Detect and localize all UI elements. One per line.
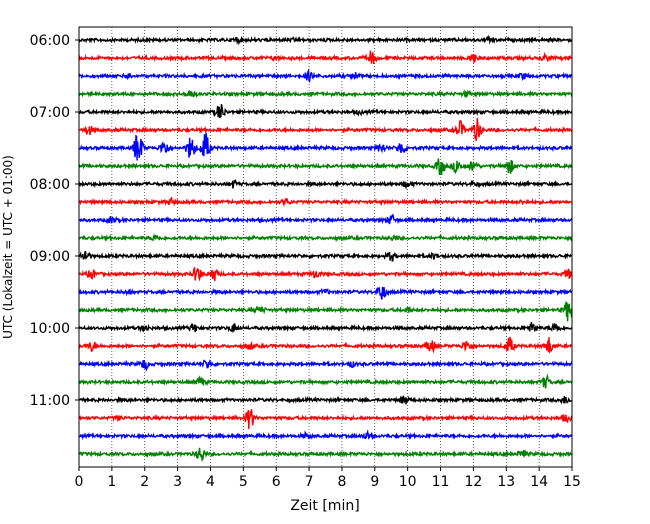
y-tick-label: 09:00 [30, 249, 70, 265]
x-tick-label: 15 [563, 474, 581, 490]
x-tick-label: 5 [239, 474, 248, 490]
trace-line [78, 132, 573, 161]
x-tick-label: 3 [173, 474, 182, 490]
x-tick-label: 7 [305, 474, 314, 490]
trace-line [78, 158, 573, 176]
y-tick-label: 10:00 [30, 321, 70, 337]
x-tick-label: 10 [399, 474, 417, 490]
trace-line [78, 266, 573, 282]
trace-line [78, 336, 573, 354]
trace-line [78, 179, 573, 190]
x-tick-label: 12 [464, 474, 482, 490]
trace-line [78, 409, 573, 430]
trace-line [78, 429, 573, 441]
x-tick-label: 1 [107, 474, 116, 490]
trace-line [78, 103, 573, 118]
x-tick-label: 6 [272, 474, 281, 490]
y-tick-label: 07:00 [30, 105, 70, 121]
trace-line [78, 233, 573, 243]
x-axis-label: Zeit [min] [290, 498, 359, 514]
trace-line [78, 118, 573, 142]
trace-line [78, 447, 573, 463]
x-tick-label: 8 [337, 474, 346, 490]
x-tick-label: 13 [497, 474, 515, 490]
x-tick-label: 14 [530, 474, 548, 490]
trace-line [78, 358, 573, 373]
trace-line [78, 67, 573, 84]
plot-frame [78, 26, 573, 468]
trace-line [78, 89, 573, 99]
x-tick-label: 11 [432, 474, 450, 490]
x-tick-label: 0 [75, 474, 84, 490]
x-tick-label: 9 [370, 474, 379, 490]
trace-line [78, 251, 573, 263]
trace-line [78, 395, 573, 405]
x-ticks: 0 1 2 3 4 5 6 7 8 9 10 11 12 13 14 15 [75, 467, 581, 490]
grid-layer [111, 27, 540, 467]
trace-line [78, 197, 573, 208]
trace-line [78, 286, 573, 300]
x-tick-label: 4 [206, 474, 215, 490]
x-tick-label: 2 [140, 474, 149, 490]
y-axis-label: UTC (Lokalzeit = UTC + 01:00) [1, 155, 15, 339]
trace-line [78, 34, 573, 46]
y-ticks: 06:00 07:00 08:00 09:00 10:00 11:00 [30, 33, 79, 409]
trace-line [78, 213, 573, 225]
trace-line [78, 373, 573, 389]
trace-line [78, 50, 573, 64]
trace-line [78, 301, 573, 322]
y-tick-label: 11:00 [30, 393, 70, 409]
y-tick-label: 08:00 [30, 177, 70, 193]
trace-line [78, 321, 573, 333]
y-tick-label: 06:00 [30, 33, 70, 49]
trace-layer [78, 34, 573, 463]
